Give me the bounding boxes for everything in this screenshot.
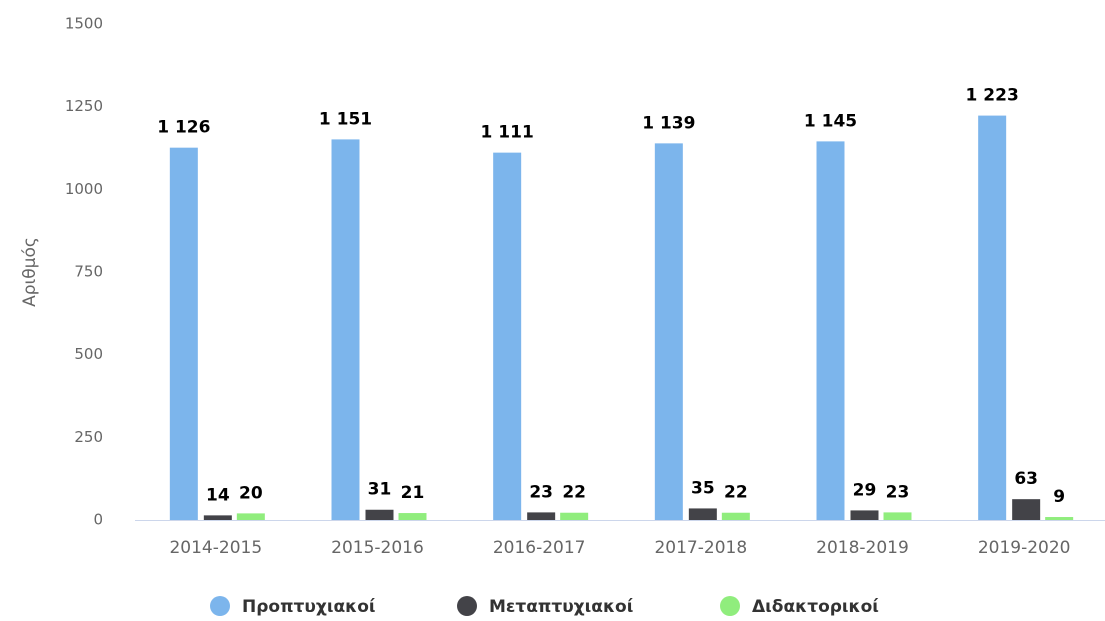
data-label: 9	[1053, 487, 1065, 507]
bar	[1012, 499, 1041, 520]
bar	[978, 115, 1007, 520]
x-tick-label: 2016-2017	[493, 538, 586, 558]
bar	[169, 147, 198, 521]
bar	[203, 515, 232, 520]
legend-marker	[210, 596, 230, 616]
legend-label: Μεταπτυχιακοί	[489, 597, 633, 617]
y-tick-label: 0	[93, 511, 103, 529]
bar	[1045, 517, 1074, 520]
y-tick-label: 1000	[65, 180, 103, 198]
bar	[816, 141, 845, 521]
data-label: 1 151	[319, 109, 372, 129]
x-tick-label: 2015-2016	[331, 538, 424, 558]
legend-marker	[720, 596, 740, 616]
x-tick-label: 2017-2018	[654, 538, 747, 558]
bar	[721, 512, 750, 520]
data-label: 23	[529, 482, 553, 502]
data-label: 1 139	[642, 113, 695, 133]
legend-label: Προπτυχιακοί	[242, 597, 376, 617]
bar	[527, 512, 556, 520]
y-tick-label: 1500	[65, 15, 103, 33]
data-label: 22	[724, 483, 748, 503]
data-label: 29	[853, 480, 877, 500]
y-axis-label: Αριθμός	[20, 237, 40, 307]
data-label: 21	[401, 483, 425, 503]
bar	[883, 512, 912, 520]
bar	[850, 510, 879, 520]
data-label: 14	[206, 485, 230, 505]
data-label: 20	[239, 483, 263, 503]
bar	[236, 513, 265, 520]
data-label: 35	[691, 478, 715, 498]
data-label: 1 111	[481, 123, 534, 143]
legend-marker	[457, 596, 477, 616]
bar	[398, 513, 427, 520]
bar	[688, 508, 717, 520]
data-label: 1 223	[966, 86, 1019, 106]
bar	[365, 509, 394, 520]
x-tick-label: 2018-2019	[816, 538, 909, 558]
bar	[493, 152, 522, 520]
data-label: 63	[1014, 469, 1038, 489]
bar	[331, 139, 360, 521]
x-tick-label: 2019-2020	[978, 538, 1071, 558]
y-tick-label: 250	[74, 428, 103, 446]
bar	[654, 143, 683, 520]
data-label: 31	[368, 480, 392, 500]
x-tick-label: 2014-2015	[169, 538, 262, 558]
data-label: 23	[886, 482, 910, 502]
y-tick-label: 1250	[65, 97, 103, 115]
bar	[560, 512, 589, 520]
data-label: 22	[562, 483, 586, 503]
y-tick-label: 500	[74, 345, 103, 363]
data-label: 1 145	[804, 111, 857, 131]
y-tick-label: 750	[74, 263, 103, 281]
legend-label: Διδακτορικοί	[752, 597, 879, 617]
data-label: 1 126	[157, 118, 210, 138]
